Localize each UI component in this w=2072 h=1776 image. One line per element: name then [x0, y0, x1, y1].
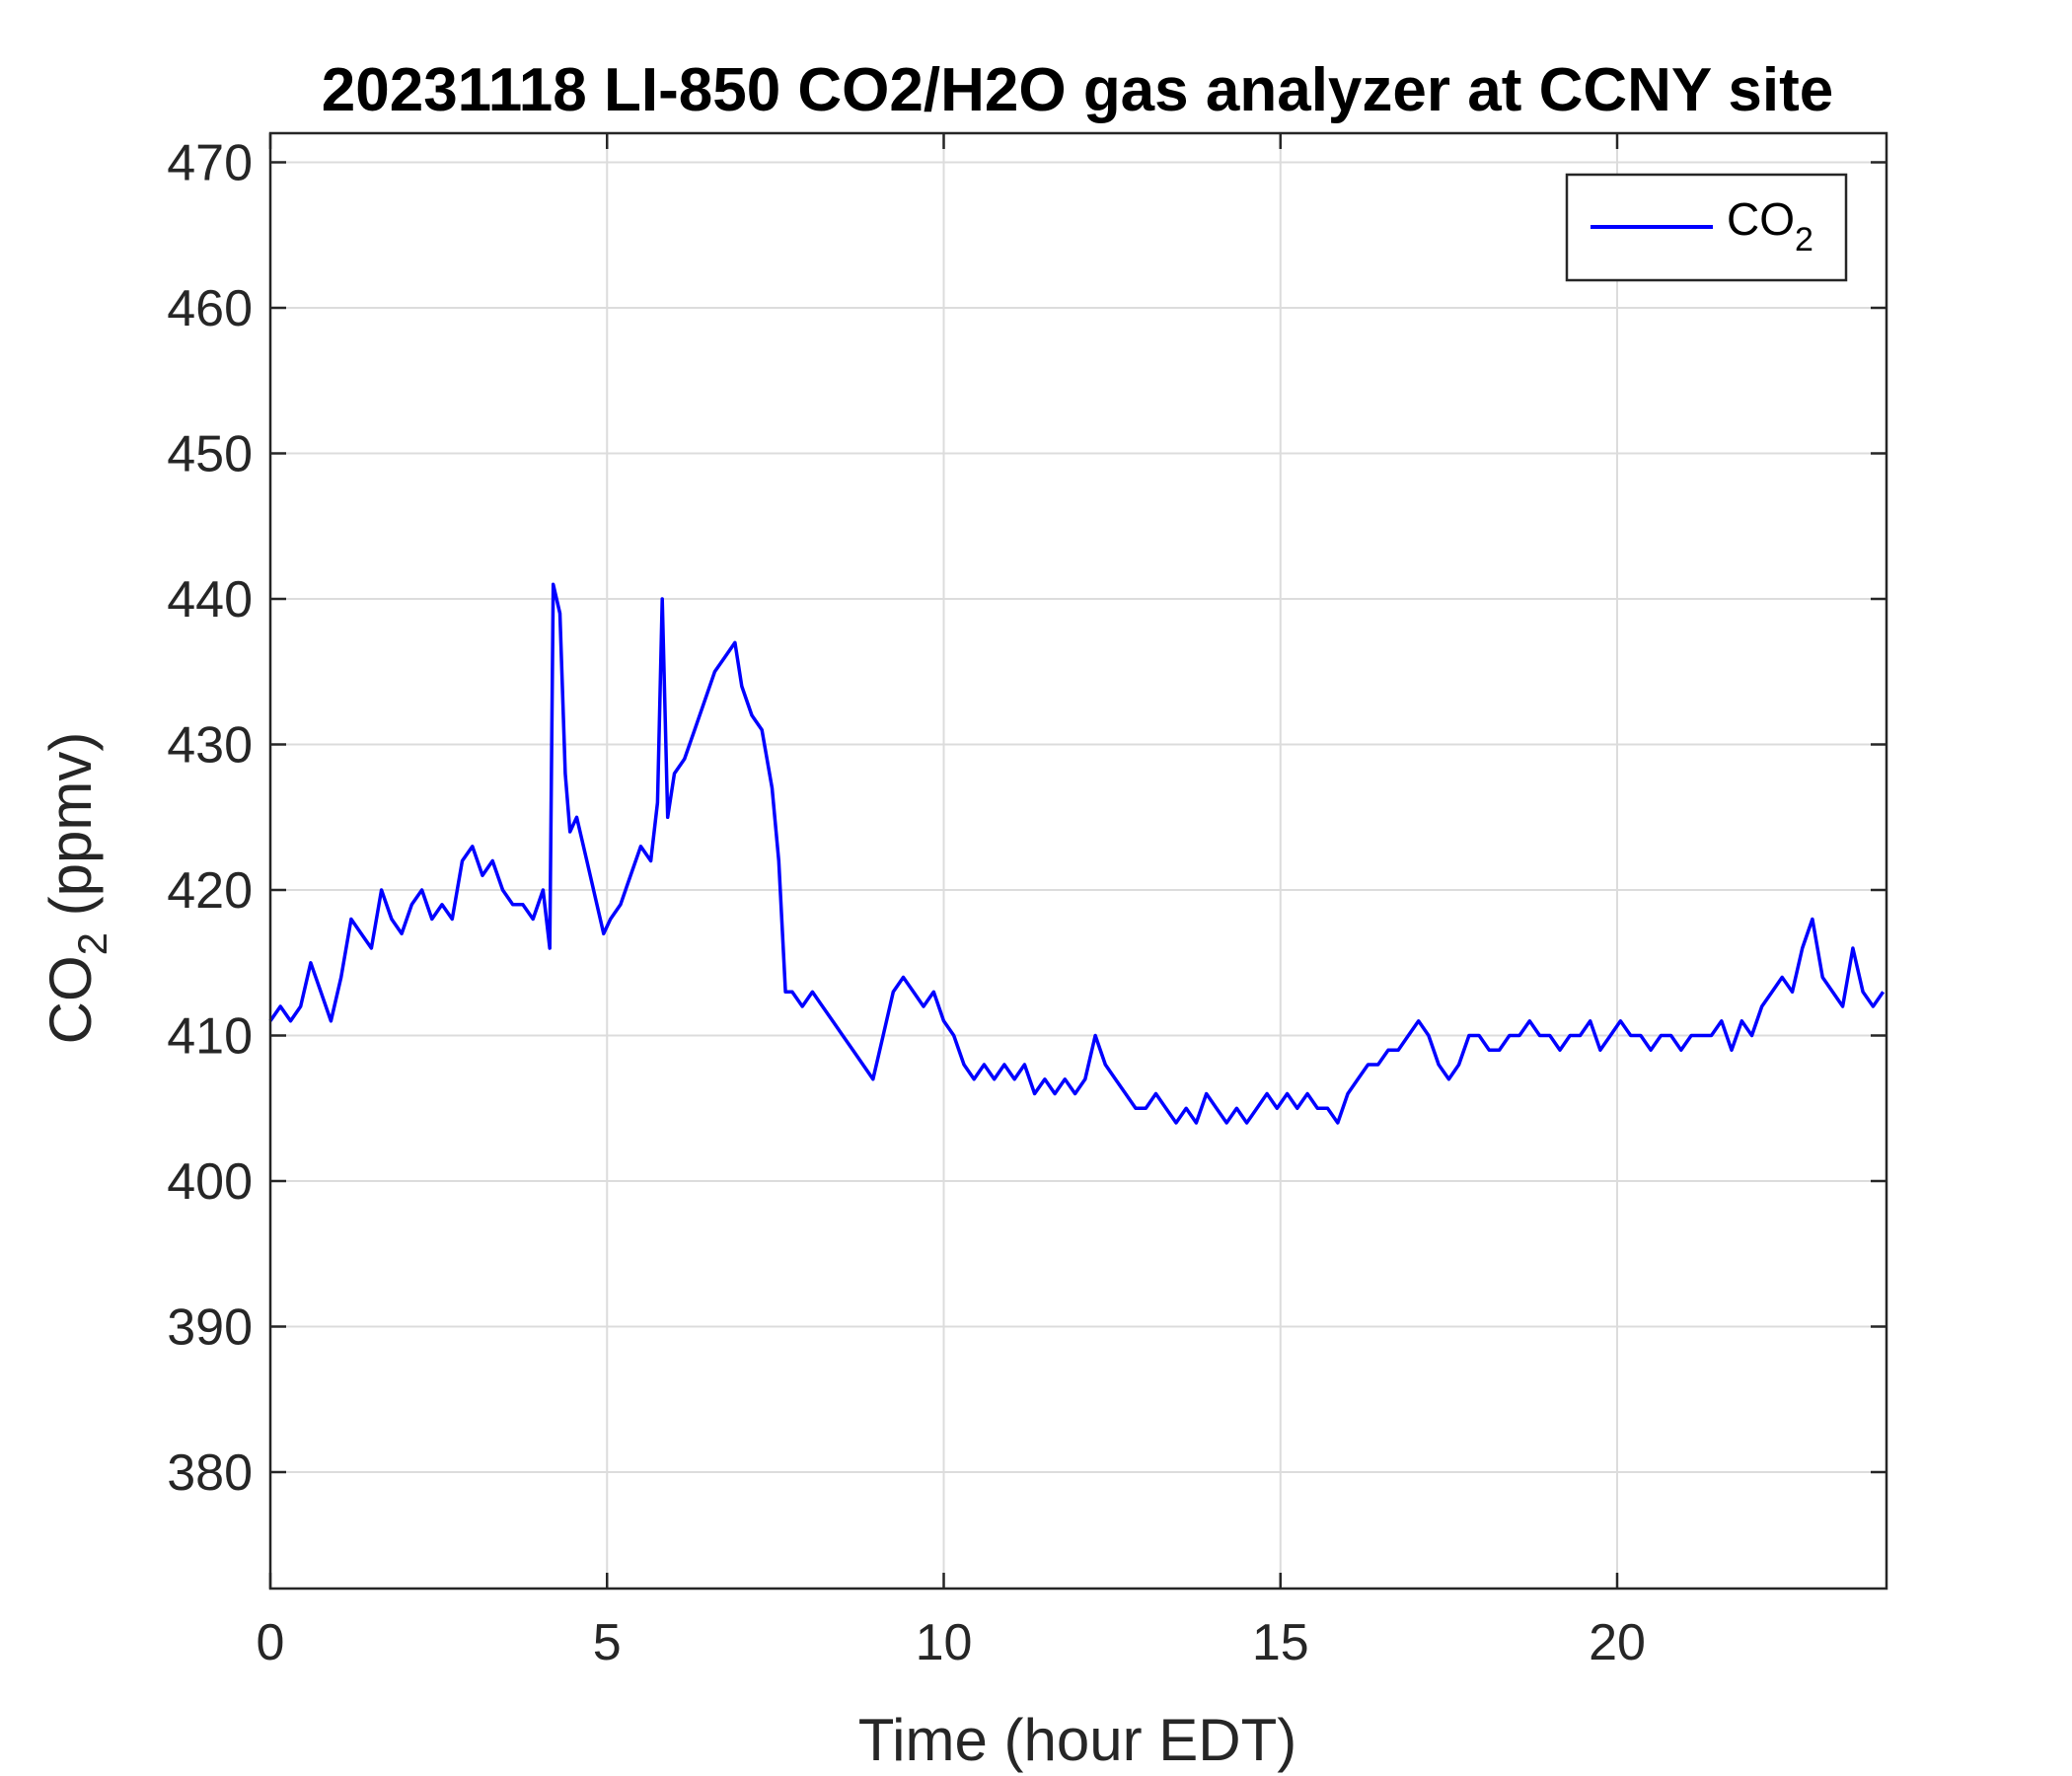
- y-tick-label: 440: [167, 571, 253, 629]
- y-tick-label: 390: [167, 1299, 253, 1357]
- y-tick-label: 470: [167, 135, 253, 192]
- legend: CO2: [1565, 173, 1848, 282]
- grid: [269, 133, 1887, 1589]
- series-line-co2: [268, 582, 1886, 1125]
- y-tick-label: 460: [167, 280, 253, 337]
- axes-box: [268, 131, 1888, 1591]
- x-axis-label: Time (hour EDT): [858, 1707, 1297, 1773]
- y-tick-label: 450: [167, 426, 253, 483]
- x-tick-label: 10: [916, 1614, 973, 1671]
- y-axis-label-group: CO2 (ppmv): [37, 732, 115, 1045]
- y-tick-label: 400: [167, 1153, 253, 1211]
- plot-area: [268, 582, 1886, 1125]
- y-tick-label: 380: [167, 1444, 253, 1502]
- y-tick-label: 430: [167, 717, 253, 775]
- y-axis-label-prefix: CO: [37, 955, 104, 1044]
- x-tick-label: 5: [593, 1614, 622, 1671]
- legend-label-co2: CO2: [1727, 193, 1813, 259]
- legend-label-prefix: CO: [1727, 193, 1795, 245]
- x-tick-label: 15: [1252, 1614, 1309, 1671]
- x-tick-label: 20: [1589, 1614, 1646, 1671]
- y-axis-label: CO2 (ppmv): [37, 732, 115, 1045]
- y-tick-label: 410: [167, 1008, 253, 1066]
- axes: [268, 131, 1888, 1591]
- y-axis-label-suffix: (ppmv): [37, 732, 104, 932]
- tick-labels: 0 5 10 15 20 380 390 400 410 420 430 440 450 460 470: [167, 135, 1646, 1672]
- legend-label-subscript: 2: [1795, 221, 1813, 259]
- chart-title: 20231118 LI-850 CO2/H2O gas analyzer at …: [322, 56, 1833, 124]
- x-tick-label: 0: [257, 1614, 285, 1671]
- y-tick-label: 420: [167, 862, 253, 920]
- y-axis-label-subscript: 2: [69, 932, 115, 955]
